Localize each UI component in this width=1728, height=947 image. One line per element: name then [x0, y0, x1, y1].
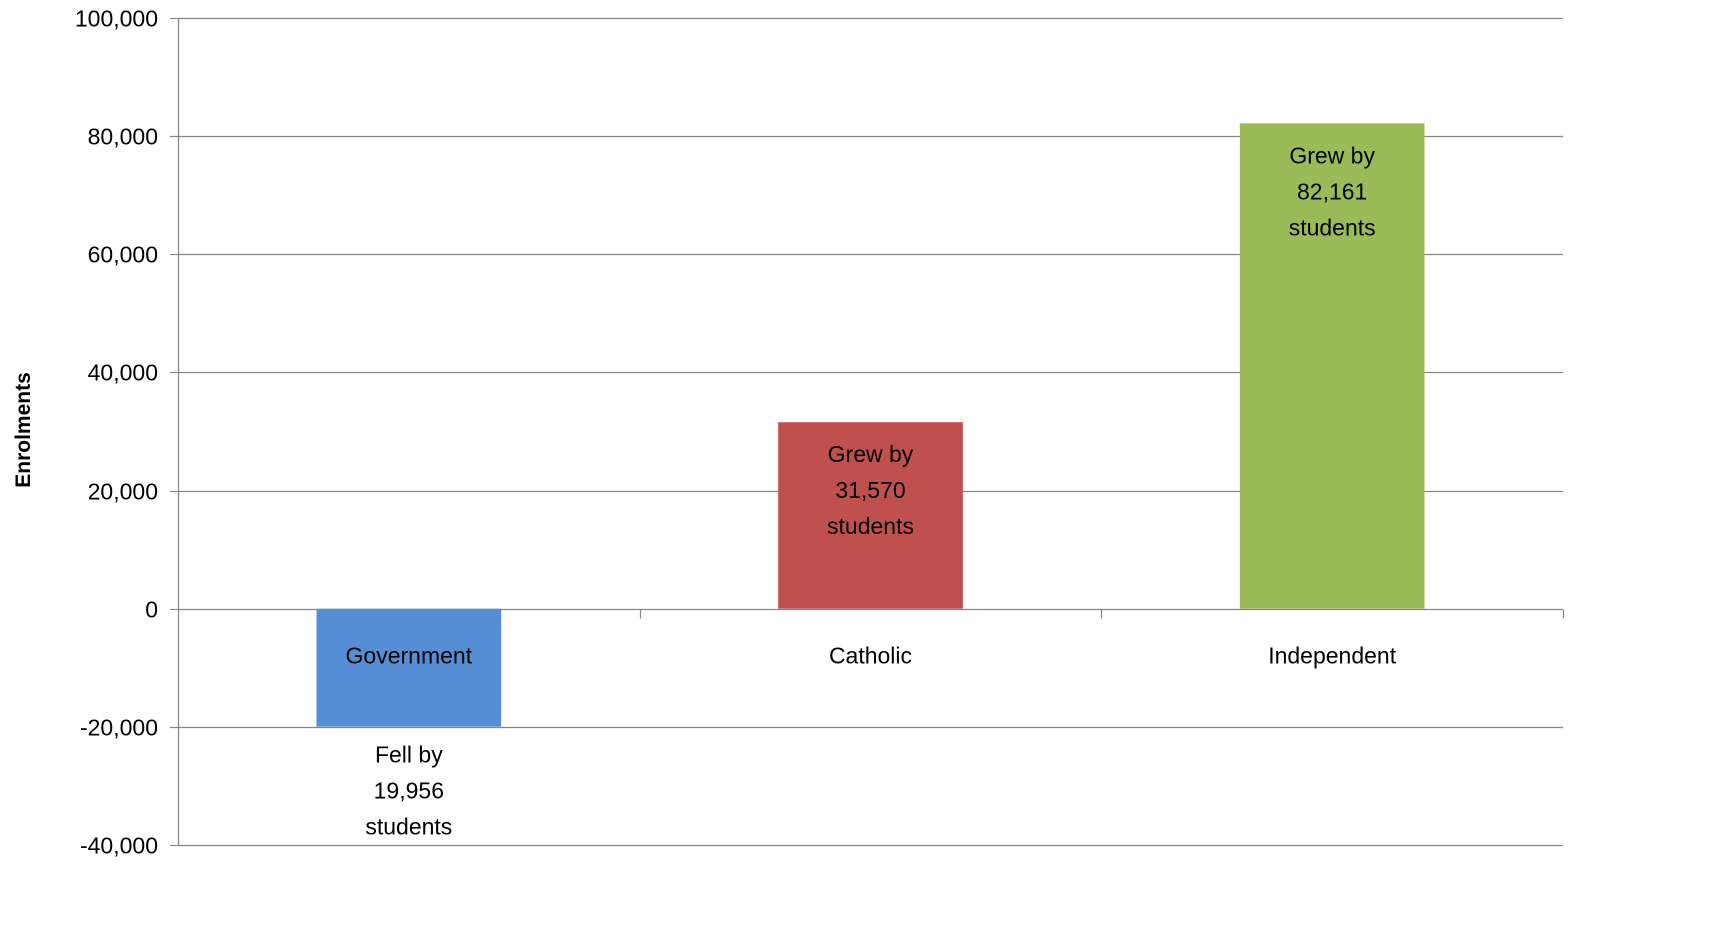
data-label: 82,161 — [1297, 178, 1367, 204]
y-tick-labels: -40,000 -20,000 0 20,000 40,000 60,000 80,000 1… — [75, 6, 158, 859]
bar-independent — [1239, 123, 1425, 609]
data-label: Fell by — [375, 742, 443, 768]
bar-catholic — [778, 422, 963, 609]
y-tick-label: 60,000 — [88, 242, 158, 268]
y-tick-label: 20,000 — [88, 479, 158, 505]
bar-government — [316, 608, 502, 727]
y-tick-label: 100,000 — [75, 6, 158, 32]
data-label: Grew by — [1289, 142, 1375, 168]
data-label: 31,570 — [835, 477, 905, 503]
data-label: 19,956 — [374, 778, 444, 804]
category-labels: Government Catholic Independent — [346, 643, 1397, 669]
category-label: Independent — [1268, 643, 1397, 669]
y-axis-label: Enrolments — [12, 372, 35, 488]
category-label: Government — [346, 643, 473, 669]
y-tick-label: -20,000 — [80, 715, 158, 741]
data-label: students — [365, 814, 452, 840]
y-tick-label: 80,000 — [88, 124, 158, 150]
y-tick-label: 40,000 — [88, 360, 158, 386]
category-label: Catholic — [829, 643, 912, 669]
data-labels: Fell by 19,956 students Grew by 31,570 studen… — [365, 142, 1375, 839]
y-tick-label: -40,000 — [80, 833, 158, 859]
data-label: students — [1289, 214, 1376, 240]
axes — [170, 17, 1565, 847]
data-label: students — [827, 513, 914, 539]
bars — [316, 123, 1425, 727]
data-label: Grew by — [828, 441, 914, 467]
y-tick-label: 0 — [145, 597, 158, 623]
